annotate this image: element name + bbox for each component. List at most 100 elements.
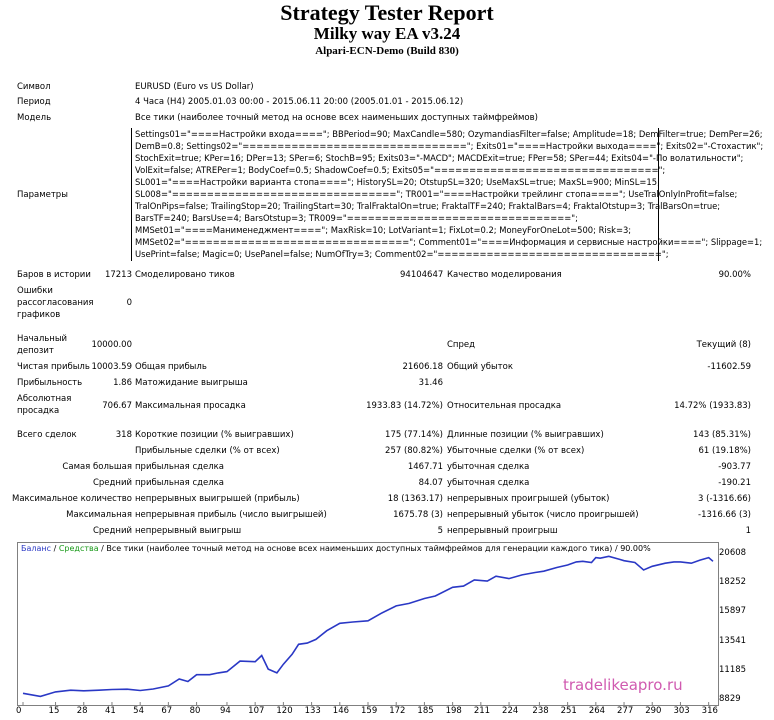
x-tick-label: 94 xyxy=(219,706,231,716)
x-tick-label: 211 xyxy=(473,706,491,716)
x-tick-label: 80 xyxy=(189,706,201,716)
ticks-label: Смоделировано тиков xyxy=(135,270,235,280)
largest-label: Самая большая xyxy=(62,462,132,472)
net-profit-value: 10003.59 xyxy=(91,362,132,372)
gross-loss-value: -11602.59 xyxy=(707,362,751,372)
gross-profit-label: Общая прибыль xyxy=(135,362,207,372)
abs-drawdown-label-1: Абсолютная xyxy=(17,394,72,404)
x-tick-label: 264 xyxy=(588,706,606,716)
x-tick-label: 0 xyxy=(16,706,22,716)
x-tick-label: 185 xyxy=(417,706,434,716)
total-trades-label: Всего сделок xyxy=(17,430,77,440)
x-tick-label: 28 xyxy=(76,706,88,716)
x-tick-label: 15 xyxy=(48,706,60,716)
x-tick-label: 224 xyxy=(502,706,519,716)
largest-loss-label: убыточная сделка xyxy=(447,462,530,472)
profit-trades-value: 257 (80.82%) xyxy=(385,446,443,456)
balance-chart-plot xyxy=(22,555,714,705)
legend-description: Все тики (наиболее точный метод на основ… xyxy=(106,544,613,553)
y-tick-label: 20608 xyxy=(719,548,747,558)
legend-equity: Средства xyxy=(58,544,99,553)
total-trades-value: 318 xyxy=(115,430,132,440)
errors-label-1: Ошибки xyxy=(17,286,53,296)
legend-quality: 90.00% xyxy=(620,544,651,553)
params-line: TralOnPips=false; TrailingStop=20; Trail… xyxy=(135,201,721,211)
avg-consec-label: Средний xyxy=(92,526,132,536)
x-tick-label: 290 xyxy=(645,706,662,716)
max-consec-losses-value: 3 (-1316.66) xyxy=(698,494,751,504)
avg-consec-wins-label: непрерывный выигрыш xyxy=(135,526,242,536)
errors-label-3: графиков xyxy=(17,310,61,320)
model-value: Все тики (наиболее точный метод на основ… xyxy=(135,113,538,123)
largest-loss-value: -903.77 xyxy=(718,462,751,472)
legend-sep-3: / xyxy=(612,544,621,553)
maximal-loss-label: непрерывный убыток (число проигрышей) xyxy=(447,510,639,520)
rel-drawdown-value: 14.72% (1933.83) xyxy=(674,401,751,411)
symbol-label: Символ xyxy=(17,82,51,92)
y-tick-label: 15897 xyxy=(719,606,747,617)
x-tick-label: 303 xyxy=(673,706,690,716)
watermark: tradelikeapro.ru xyxy=(563,676,683,694)
net-profit-label: Чистая прибыль xyxy=(17,362,90,372)
params-line: MMSet02="===============================… xyxy=(135,237,763,247)
server-name: Alpari-ECN-Demo (Build 830) xyxy=(315,45,459,57)
short-positions-label: Короткие позиции (% выигравших) xyxy=(135,430,294,440)
model-label: Модель xyxy=(17,113,52,123)
spread-label: Спред xyxy=(447,340,475,350)
long-positions-label: Длинные позиции (% выигравших) xyxy=(447,430,604,440)
deposit-label-1: Начальный xyxy=(17,334,68,344)
gross-profit-value: 21606.18 xyxy=(402,362,443,372)
avg-consec-losses-label: непрерывный проигрыш xyxy=(447,526,558,536)
y-tick-label: 18252 xyxy=(719,577,747,588)
maximal-profit-value: 1675.78 (3) xyxy=(393,510,443,520)
max-count-label: Максимальное количество xyxy=(11,494,132,504)
x-tick-label: 67 xyxy=(161,706,173,716)
params-label: Параметры xyxy=(17,190,68,200)
avg-consec-losses-value: 1 xyxy=(745,526,751,536)
gross-loss-label: Общий убыток xyxy=(447,362,513,372)
symbol-value: EURUSD (Euro vs US Dollar) xyxy=(135,82,254,92)
params-line: SL008="================================"… xyxy=(135,189,738,199)
average-loss-value: -190.21 xyxy=(718,478,751,488)
average-profit-value: 84.07 xyxy=(418,478,443,488)
params-right-bar xyxy=(658,128,659,261)
params-line: VolExit=false; ATREPer=1; BodyCoef=0.5; … xyxy=(135,165,666,175)
x-tick-label: 54 xyxy=(133,706,144,716)
balance-chart xyxy=(17,542,719,706)
x-tick-label: 41 xyxy=(104,706,116,716)
params-line: MMSet01="====Манименеджмент===="; MaxRis… xyxy=(135,225,632,235)
params-line: Settings01="====Настройки входа===="; BB… xyxy=(135,129,763,139)
deposit-label-2: депозит xyxy=(17,346,54,356)
balance-line xyxy=(22,555,714,698)
expected-payoff-value: 31.46 xyxy=(418,378,443,388)
long-positions-value: 143 (85.31%) xyxy=(693,430,751,440)
legend-sep-1: / xyxy=(51,544,59,553)
spread-value: Текущий (8) xyxy=(696,340,751,350)
errors-value: 0 xyxy=(126,298,132,308)
x-tick-label: 159 xyxy=(361,706,378,716)
bars-label: Баров в истории xyxy=(17,270,91,280)
quality-label: Качество моделирования xyxy=(447,270,562,280)
rel-drawdown-label: Относительная просадка xyxy=(447,401,562,411)
x-tick-label: 198 xyxy=(445,706,462,716)
x-tick-label: 277 xyxy=(617,706,634,716)
loss-trades-value: 61 (19.18%) xyxy=(698,446,751,456)
period-label: Период xyxy=(17,97,51,107)
profit-factor-value: 1.86 xyxy=(113,378,132,388)
max-consec-losses-label: непрерывных проигрышей (убыток) xyxy=(447,494,610,504)
average-profit-label: прибыльная сделка xyxy=(135,478,225,488)
params-line: SL001="====Настройки варианта стопа===="… xyxy=(135,177,660,187)
loss-trades-label: Убыточные сделки (% от всех) xyxy=(447,446,585,456)
maximal-profit-label: непрерывная прибыль (число выигрышей) xyxy=(135,510,327,520)
max-consec-wins-value: 18 (1363.17) xyxy=(387,494,443,504)
max-drawdown-value: 1933.83 (14.72%) xyxy=(366,401,443,411)
abs-drawdown-label-2: просадка xyxy=(17,406,60,416)
legend-balance: Баланс xyxy=(21,544,52,553)
errors-label-2: рассогласования xyxy=(17,298,94,308)
x-tick-label: 316 xyxy=(701,706,718,716)
average-label: Средний xyxy=(92,478,132,488)
params-line: DemB=0.8; Settings02="==================… xyxy=(135,141,764,151)
deposit-value: 10000.00 xyxy=(91,340,132,350)
short-positions-value: 175 (77.14%) xyxy=(385,430,443,440)
abs-drawdown-value: 706.67 xyxy=(102,401,132,411)
